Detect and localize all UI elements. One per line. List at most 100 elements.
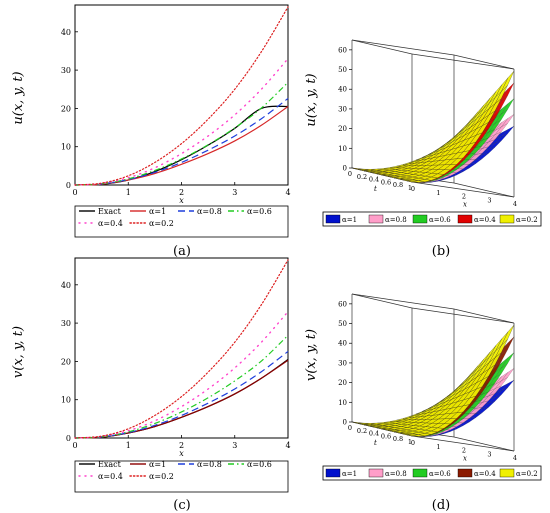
box-edge [352, 40, 454, 55]
y-tick-label: 20 [61, 104, 71, 113]
panel-c-x-axis-label: x [179, 449, 184, 458]
z-tick-label: 30 [338, 359, 347, 367]
y-tick-label: 30 [61, 319, 71, 328]
x-tick-label: 4 [285, 188, 290, 197]
legend-label: α=0.6 [429, 216, 451, 224]
box-edge [454, 309, 514, 323]
legend-swatch [413, 469, 427, 477]
y-tick-label: 0 [66, 434, 71, 443]
z-tick-label: 0 [343, 165, 347, 173]
legend-label: α=0.8 [197, 460, 222, 469]
z-tick-label: 10 [338, 145, 347, 153]
legend-label: α=0.2 [516, 470, 538, 478]
t-tick-label: 0.2 [357, 173, 367, 181]
panel-c-series-group: 0 1 2 3 4010203040 [61, 260, 291, 450]
panel-c-plot-frame [75, 258, 288, 438]
legend-swatch [326, 215, 340, 223]
legend-swatch [369, 469, 383, 477]
x-axis-label: x [463, 201, 467, 209]
x-tick-label: 3 [487, 450, 491, 458]
z-tick-label: 30 [338, 105, 347, 113]
legend-label: Exact [98, 207, 122, 216]
t-tick-label: 0.2 [357, 427, 367, 435]
legend-label: α=0.8 [385, 216, 407, 224]
x-tick-label: 0 [72, 188, 77, 197]
x-tick-label: 1 [436, 443, 440, 451]
surface-cell-02 [502, 71, 514, 91]
t-tick-label: 0.8 [393, 435, 403, 443]
series-line-06 [75, 335, 288, 438]
t-tick-label: 0 [348, 170, 352, 178]
legend-swatch [369, 215, 383, 223]
panel-a-y-axis-label: u(x, y, t) [11, 71, 26, 124]
x-tick-label: 0 [411, 185, 415, 193]
x-tick-label: 1 [126, 188, 131, 197]
legend-label: Exact [98, 460, 122, 469]
legend-label: α=0.8 [385, 470, 407, 478]
legend-swatch [326, 469, 340, 477]
series-line-06 [75, 82, 288, 185]
series-line-04 [75, 312, 288, 438]
legend-label: α=1 [149, 460, 166, 469]
y-tick-label: 10 [61, 143, 71, 152]
x-tick-label: 3 [232, 441, 237, 450]
legend-label: α=1 [342, 470, 357, 478]
z-tick-label: 50 [338, 66, 347, 74]
box-edge [412, 308, 514, 323]
legend-label: α=0.6 [429, 470, 451, 478]
x-tick-label: 2 [462, 193, 466, 201]
panel-b-caption: (b) [432, 244, 450, 259]
legend-label: α=0.2 [516, 216, 538, 224]
x-tick-label: 4 [513, 200, 517, 208]
t-axis-label: t [374, 185, 377, 193]
legend-swatch [500, 469, 514, 477]
z-tick-label: 0 [343, 419, 347, 427]
legend-label: α=1 [149, 207, 166, 216]
t-axis-label: t [374, 439, 377, 447]
legend-label: α=0.6 [247, 460, 272, 469]
y-tick-label: 20 [61, 357, 71, 366]
x-tick-label: 1 [436, 189, 440, 197]
panel-c-caption: (c) [173, 498, 190, 513]
x-tick-label: 2 [179, 441, 184, 450]
y-tick-label: 30 [61, 66, 71, 75]
series-line-08 [75, 351, 288, 438]
t-tick-label: 0 [348, 424, 352, 432]
panel-c-y-axis-label: v(x, y, t) [11, 326, 26, 378]
series-line-Exact [75, 359, 288, 438]
legend-label: α=0.6 [247, 207, 272, 216]
z-tick-label: 60 [338, 46, 347, 54]
legend-swatch [458, 215, 472, 223]
t-tick-label: 0.4 [369, 176, 379, 184]
panel-a-line-chart: u(x, y, t) x 0 1 2 3 4010203040 Exact α=1 α=0.… [11, 5, 291, 259]
x-tick-label: 2 [462, 447, 466, 455]
series-line-02 [75, 7, 288, 185]
t-tick-label: 0.4 [369, 430, 379, 438]
z-tick-label: 60 [338, 300, 347, 308]
z-tick-label: 50 [338, 320, 347, 328]
x-tick-label: 3 [487, 196, 491, 204]
series-line-02 [75, 260, 288, 438]
x-tick-label: 1 [126, 441, 131, 450]
panel-a-caption: (a) [173, 244, 191, 259]
box-edge [412, 54, 514, 69]
legend-label: α=0.8 [197, 207, 222, 216]
t-tick-label: 0.6 [381, 178, 391, 186]
t-tick-label: 0.6 [381, 432, 391, 440]
t-tick-label: 0.8 [393, 181, 403, 189]
legend-swatch [413, 215, 427, 223]
legend-label: α=0.2 [149, 219, 174, 228]
panel-b-z-axis-label: u(x, y, t) [304, 73, 319, 126]
legend-label: α=1 [342, 216, 357, 224]
box-edge [454, 55, 514, 69]
x-axis-label: x [463, 455, 467, 463]
x-tick-label: 4 [513, 454, 517, 462]
box-edge [352, 294, 412, 308]
x-tick-label: 0 [411, 439, 415, 447]
z-tick-label: 40 [338, 340, 347, 348]
panel-a-plot-frame [75, 5, 288, 185]
panel-a-x-axis-label: x [179, 196, 184, 205]
y-tick-label: 40 [61, 28, 71, 37]
x-tick-label: 3 [232, 188, 237, 197]
